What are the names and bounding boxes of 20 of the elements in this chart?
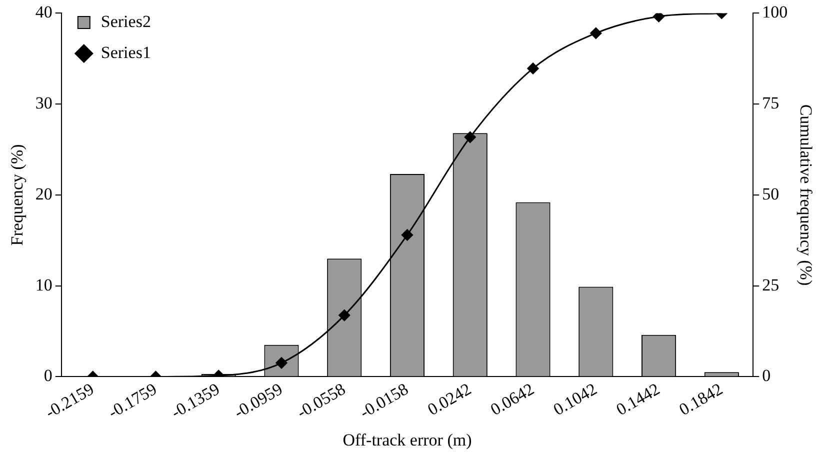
- legend-label: Series1: [100, 42, 151, 62]
- y2-tick-label: 75: [762, 94, 780, 113]
- y2-axis-title: Cumulative frequency (%): [796, 104, 816, 286]
- y2-tick-label: 0: [762, 366, 771, 386]
- y-tick-label: 10: [35, 275, 52, 294]
- point: [464, 131, 476, 143]
- point: [527, 62, 539, 74]
- point: [402, 229, 413, 241]
- y-tick-label: 30: [35, 94, 52, 113]
- point: [590, 27, 602, 39]
- y-tick-label: 0: [44, 366, 52, 386]
- y-tick-label: 40: [35, 2, 52, 22]
- legend-label: Series2: [100, 12, 151, 31]
- y2-tick-label: 100: [762, 2, 788, 22]
- y2-tick-label: 50: [762, 184, 780, 204]
- y2-tick-label: 25: [762, 275, 780, 294]
- y-axis-title: Frequency (%): [8, 144, 27, 246]
- point: [653, 13, 665, 22]
- x-axis-title: Off-track error (m): [342, 430, 472, 450]
- y-tick-label: 20: [35, 184, 52, 204]
